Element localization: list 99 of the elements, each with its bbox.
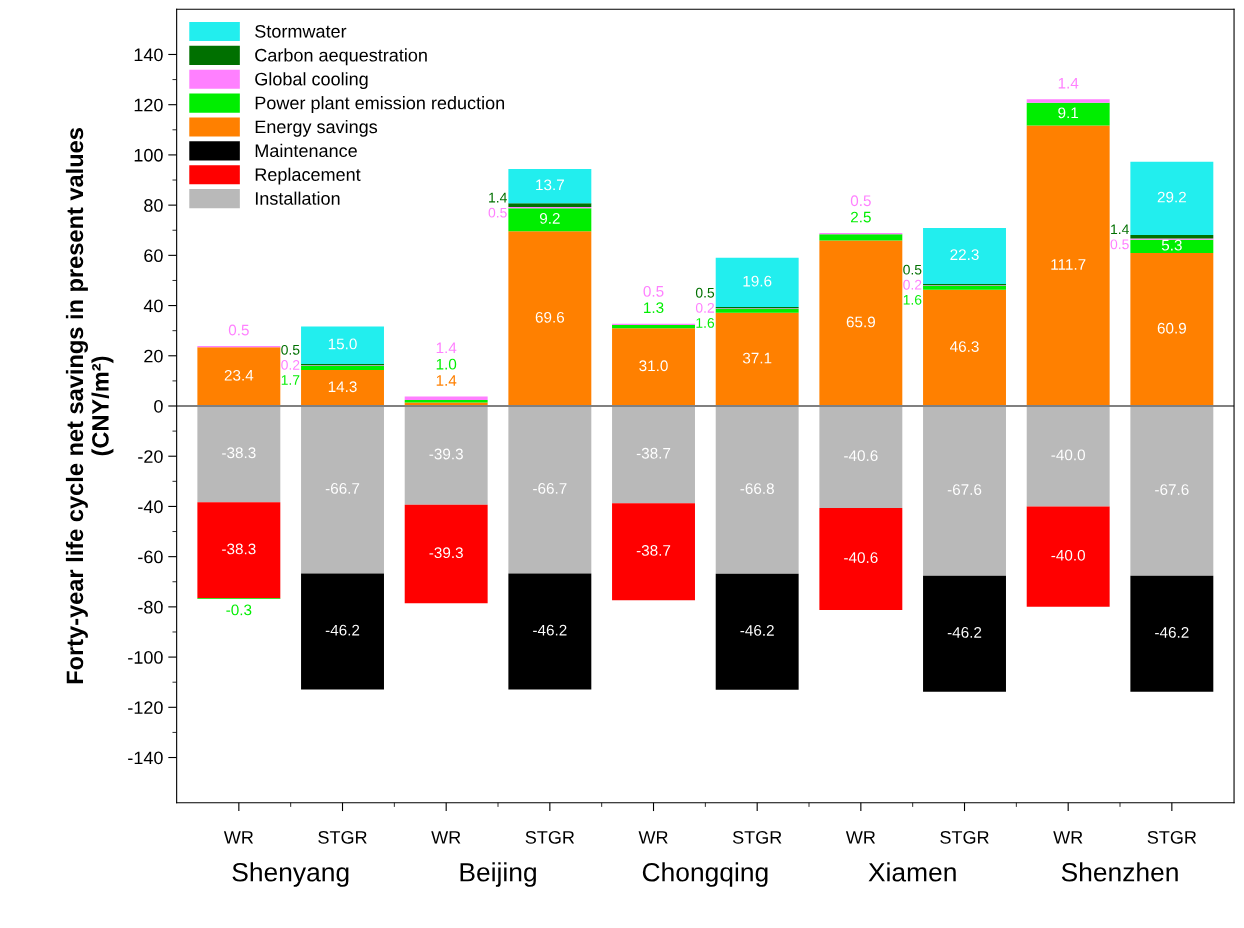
data-label: 46.3 (950, 341, 979, 352)
y-tick-label: -60 (138, 550, 163, 564)
data-label: 29.2 (1157, 191, 1186, 203)
y-tick-label: 140 (134, 48, 163, 62)
data-label: 1.6 (903, 294, 922, 305)
x-tick-label: STGR (318, 830, 367, 844)
data-label: -40.0 (1051, 449, 1085, 461)
data-label: 14.3 (328, 381, 357, 393)
data-label: 1.6 (696, 318, 715, 328)
y-tick-label: 60 (144, 249, 163, 263)
data-label: 23.4 (224, 369, 254, 381)
data-label: 1.0 (436, 358, 457, 370)
data-label: 69.6 (535, 311, 565, 323)
data-label: -66.8 (740, 483, 774, 494)
x-tick-label: STGR (1147, 830, 1197, 844)
data-label: 0.5 (695, 287, 715, 298)
data-label: -40.6 (844, 450, 878, 462)
data-label: 19.6 (743, 275, 772, 287)
x-tick-label: STGR (940, 830, 989, 844)
y-axis-title: Forty-year life cycle net savings in present values (CNY/m²) (65, 128, 114, 684)
data-label: 9.2 (539, 212, 560, 224)
data-label: -46.2 (947, 627, 982, 638)
data-label: 1.7 (281, 375, 300, 385)
data-label: 111.7 (1051, 259, 1086, 270)
y-tick-label: 0 (154, 399, 163, 413)
data-label: -46.2 (325, 624, 360, 636)
x-tick-label: WR (431, 831, 461, 844)
y-tick-label: 20 (144, 349, 163, 363)
data-label: 0.2 (903, 279, 922, 290)
legend-label: Installation (255, 191, 340, 205)
data-label: -38.3 (222, 447, 256, 459)
y-tick-label: -40 (138, 500, 163, 514)
text: Chongqing (642, 862, 768, 887)
legend-label: Energy savings (255, 119, 378, 137)
x-tick-label: WR (845, 831, 876, 844)
data-label: 1.4 (436, 375, 457, 386)
data-label: 0.5 (281, 344, 300, 355)
data-label: -38.7 (636, 545, 671, 556)
y-tick-label: -80 (138, 600, 163, 614)
legend-label: Replacement (255, 167, 361, 185)
x-tick-label: STGR (525, 830, 575, 844)
data-label: 1.3 (644, 302, 664, 314)
data-label: 0.5 (228, 324, 249, 336)
y-tick-label: 100 (134, 148, 163, 162)
data-label: -40.6 (844, 552, 878, 564)
data-label: 0.5 (903, 264, 922, 275)
data-label: 9.1 (1058, 107, 1079, 119)
data-label: -40.0 (1051, 549, 1085, 561)
data-label: 2.5 (851, 211, 871, 223)
data-label: 0.5 (850, 195, 871, 207)
data-label: 5.3 (1161, 239, 1182, 251)
text: Xiamen (868, 862, 956, 882)
data-label: 22.3 (950, 249, 979, 261)
data-label: 1.4 (489, 192, 507, 203)
y-tick-label: -140 (128, 751, 163, 765)
data-label: 37.1 (742, 352, 772, 364)
data-label: 1.4 (1111, 224, 1129, 235)
data-label: -46.2 (740, 625, 774, 636)
legend-label: Stormwater (255, 24, 347, 38)
data-label: -0.3 (226, 604, 252, 616)
y-tick-label: 80 (144, 199, 163, 212)
legend-label: Power plant emission reduction (255, 96, 505, 113)
data-label: -46.2 (533, 624, 567, 636)
data-label: 0.2 (695, 302, 714, 313)
data-label: 15.0 (328, 338, 357, 350)
data-label: 0.5 (1110, 239, 1129, 250)
legend-label: Maintenance (255, 143, 357, 158)
x-tick-label: WR (223, 831, 254, 844)
data-label: -38.7 (636, 447, 671, 459)
data-label: 60.9 (1157, 322, 1186, 334)
data-label: 13.7 (536, 179, 564, 191)
legend-label: Global cooling (255, 72, 368, 90)
data-label: 0.5 (488, 207, 507, 218)
y-tick-label: 40 (143, 299, 163, 313)
data-label: -67.6 (947, 484, 982, 495)
data-label: -39.3 (429, 448, 463, 460)
x-tick-label: STGR (732, 830, 782, 844)
y-tick-label: 120 (134, 98, 163, 112)
data-label: 0.5 (643, 285, 664, 297)
data-label: -46.2 (1155, 627, 1189, 638)
text: Shenyang (232, 862, 349, 887)
y-tick-label: -20 (138, 450, 163, 463)
y-tick-label: -120 (128, 701, 163, 715)
y-tick-label: -100 (128, 651, 163, 664)
data-label: 31.0 (639, 360, 668, 372)
text: Shenzhen (1061, 862, 1178, 882)
data-label: 0.2 (281, 359, 300, 370)
data-label: -39.3 (429, 547, 463, 559)
data-label: -38.3 (222, 543, 256, 555)
data-label: 1.4 (436, 342, 457, 354)
legend-label: Carbon aequestration (255, 48, 427, 66)
text: Beijing (460, 862, 536, 887)
data-label: 65.9 (846, 316, 875, 328)
data-label: -67.6 (1155, 484, 1189, 495)
x-tick-label: WR (638, 831, 668, 844)
data-label: -66.7 (533, 483, 567, 494)
data-label: 1.4 (1058, 77, 1079, 89)
data-label: -66.7 (325, 483, 360, 494)
x-tick-label: WR (1053, 831, 1083, 844)
